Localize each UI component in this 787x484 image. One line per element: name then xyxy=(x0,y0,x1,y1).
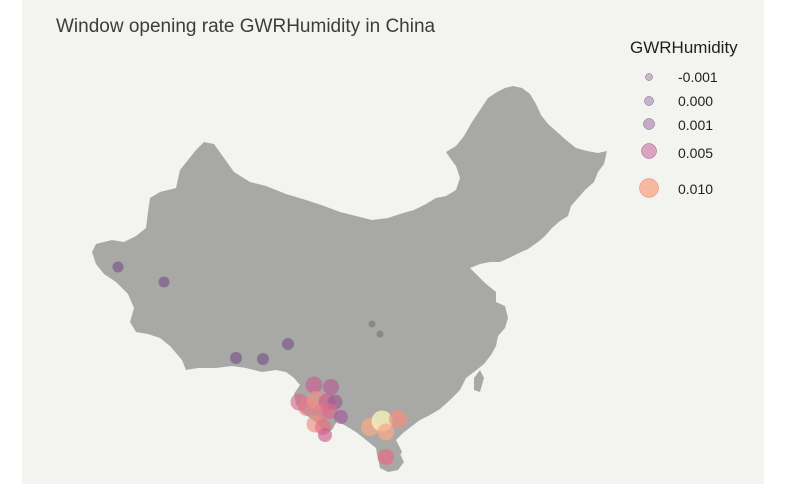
legend-swatch xyxy=(641,143,657,159)
legend-swatch xyxy=(639,178,659,198)
legend: GWRHumidity -0.001 0.000 0.001 0.005 0.0… xyxy=(630,38,738,198)
legend-label: 0.005 xyxy=(678,145,713,161)
data-point xyxy=(305,376,323,394)
data-point xyxy=(257,353,269,365)
data-point xyxy=(318,428,332,442)
data-point xyxy=(376,330,384,338)
map-title: Window opening rate GWRHumidity in China xyxy=(56,16,436,37)
data-point xyxy=(389,410,407,428)
data-point xyxy=(334,410,348,424)
legend-label: 0.000 xyxy=(678,93,713,109)
data-points xyxy=(112,261,407,465)
data-point xyxy=(368,320,376,328)
data-point xyxy=(322,403,338,419)
legend-label: 0.001 xyxy=(678,117,713,133)
legend-swatch xyxy=(645,73,653,81)
legend-swatch xyxy=(644,96,654,106)
taiwan-island xyxy=(474,370,484,392)
legend-label: -0.001 xyxy=(678,69,718,85)
data-point xyxy=(112,261,124,273)
data-point xyxy=(323,379,339,395)
legend-label: 0.010 xyxy=(678,181,713,197)
data-point xyxy=(158,276,170,288)
china-land xyxy=(92,86,607,468)
data-point xyxy=(230,352,242,364)
legend-title: GWRHumidity xyxy=(630,38,738,57)
data-point xyxy=(282,338,294,350)
data-point xyxy=(377,423,395,441)
legend-swatch xyxy=(643,118,655,130)
data-point xyxy=(378,449,394,465)
